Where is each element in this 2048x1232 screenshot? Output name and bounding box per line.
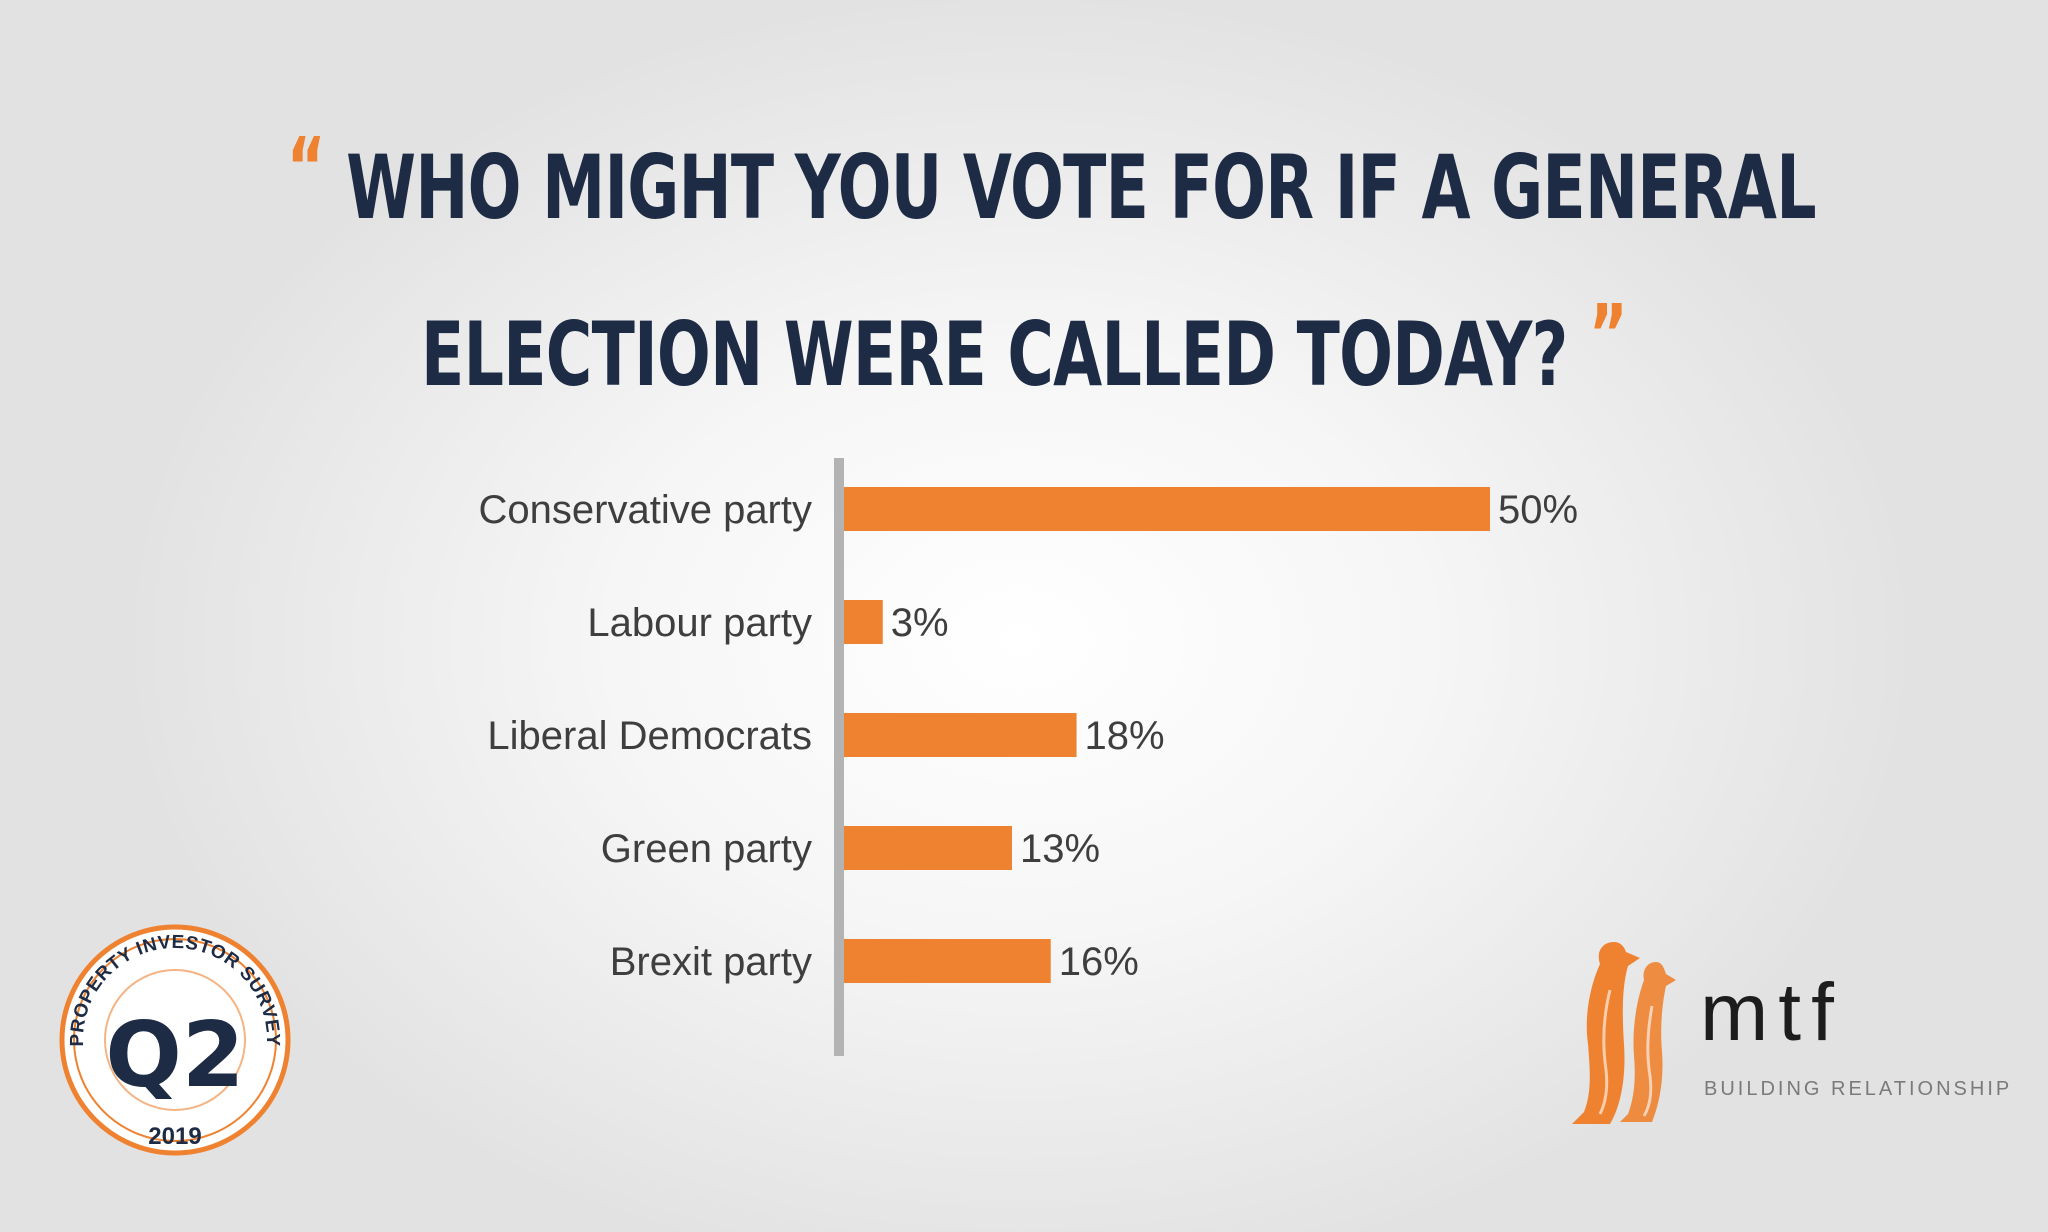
title-text-2: ELECTION WERE CALLED TODAY? [421,303,1568,406]
survey-badge: PROPERTY INVESTOR SURVEY Q2 2019 [59,924,291,1156]
value-label: 50% [1498,488,1578,532]
bar [844,487,1490,531]
bar [844,713,1077,757]
value-label: 18% [1085,714,1165,758]
title-line-1: “ WHO MIGHT YOU VOTE FOR IF A GENERAL [286,95,1817,262]
category-label: Brexit party [610,940,812,984]
bars-group: Conservative party 50% Labour party 3% Liber… [479,487,1578,984]
open-quote-mark: “ [286,121,326,216]
category-label: Conservative party [479,488,812,532]
title-line-2: ELECTION WERE CALLED TODAY? ” [287,262,1762,429]
category-label: Labour party [587,601,812,645]
badge-quarter: Q2 [105,1003,244,1108]
close-quote-mark: ” [1588,288,1628,383]
logo-tagline: BUILDING RELATIONSHIPS [1704,1078,2010,1100]
title-text-1: WHO MIGHT YOU VOTE FOR IF A GENERAL [346,136,1816,239]
bar [844,939,1051,983]
penguins-icon [1572,942,1676,1124]
logo-brand: mtf [1700,967,1844,1058]
value-label: 3% [891,601,949,645]
badge-year: 2019 [148,1123,201,1150]
page-title: “ WHO MIGHT YOU VOTE FOR IF A GENERAL EL… [286,95,1817,429]
bar [844,600,883,644]
value-label: 16% [1059,940,1139,984]
mtf-logo: mtf BUILDING RELATIONSHIPS [1572,942,2010,1124]
bar [844,826,1012,870]
y-axis-line [834,458,844,1056]
category-label: Liberal Democrats [487,714,812,758]
category-label: Green party [601,827,812,871]
value-label: 13% [1020,827,1100,871]
